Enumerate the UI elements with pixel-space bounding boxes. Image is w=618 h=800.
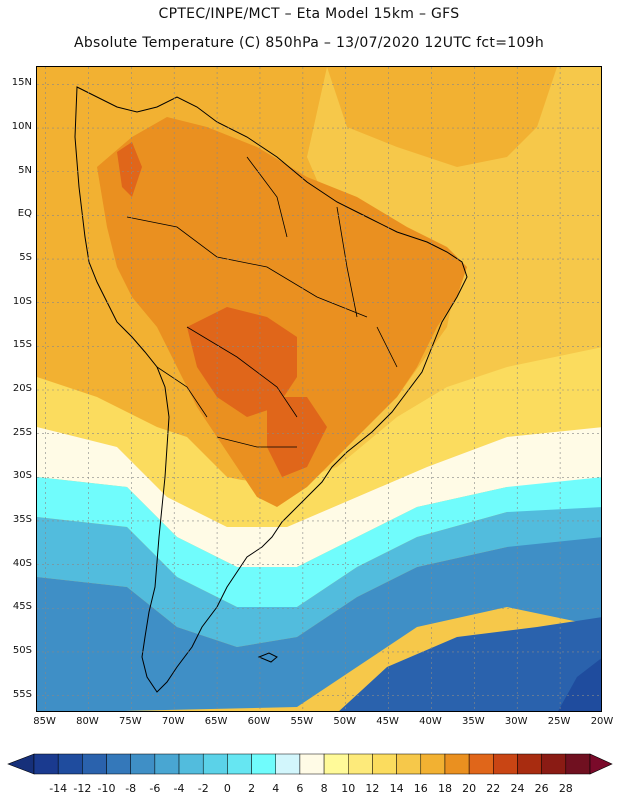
latitude-label: 5N bbox=[18, 164, 32, 176]
colorbar-swatch bbox=[348, 753, 373, 775]
band-8 bbox=[37, 427, 601, 567]
colorbar-over-arrow bbox=[589, 753, 613, 775]
colorbar-label: -8 bbox=[125, 782, 137, 795]
colorbar-label: 20 bbox=[462, 782, 477, 795]
colorbar-label: 28 bbox=[558, 782, 573, 795]
colorbar-swatch bbox=[493, 753, 518, 775]
latitude-label: 20S bbox=[12, 383, 32, 394]
colorbar-label: 16 bbox=[413, 782, 428, 795]
latitude-label: 35S bbox=[12, 513, 32, 525]
longitude-label: 50W bbox=[333, 716, 357, 727]
colorbar-label: -14 bbox=[49, 782, 68, 795]
longitude-label: 85W bbox=[33, 716, 56, 727]
longitude-label: 35W bbox=[462, 716, 485, 727]
chart-subtitle: Absolute Temperature (C) 850hPa – 13/07/… bbox=[73, 35, 545, 51]
colorbar-swatch bbox=[275, 753, 301, 775]
colorbar-swatch bbox=[82, 753, 107, 775]
latitude-label: 5S bbox=[19, 252, 32, 264]
colorbar-label: -12 bbox=[73, 782, 92, 795]
band-0 bbox=[37, 507, 601, 647]
colorbar-swatch bbox=[517, 753, 542, 775]
band-4 bbox=[37, 477, 601, 607]
latitude-label: 45S bbox=[12, 601, 32, 613]
latitude-label: 30S bbox=[12, 470, 32, 482]
colorbar-swatch bbox=[323, 753, 349, 775]
colorbar-label: 8 bbox=[320, 782, 328, 795]
colorbar-swatch bbox=[178, 753, 204, 775]
map-panel bbox=[36, 66, 602, 712]
colorbar-label: 26 bbox=[534, 782, 549, 795]
colorbar-swatch bbox=[565, 753, 591, 775]
longitude-label: 30W bbox=[504, 716, 528, 727]
longitude-label: 60W bbox=[247, 716, 271, 727]
colorbar-label: 2 bbox=[248, 782, 256, 795]
colorbar-swatch bbox=[372, 753, 397, 775]
land-warm-region bbox=[97, 117, 467, 507]
longitude-label: 45W bbox=[376, 716, 399, 727]
band-minus14 bbox=[558, 658, 601, 711]
band-18-north bbox=[327, 67, 557, 167]
colorbar-swatch bbox=[33, 753, 59, 775]
coastline-south-america bbox=[74, 86, 468, 693]
colorbar-label: -2 bbox=[197, 782, 209, 795]
colorbar-swatch bbox=[444, 753, 470, 775]
land-hot-andes bbox=[117, 142, 142, 197]
latitude-label: 15S bbox=[12, 339, 32, 351]
colorbar-label: 24 bbox=[510, 782, 525, 795]
colorbar-swatch bbox=[541, 753, 567, 775]
longitude-label: 40W bbox=[419, 716, 442, 727]
colorbar-label: 6 bbox=[296, 782, 304, 795]
longitude-label: 20W bbox=[590, 716, 614, 727]
longitude-label: 65W bbox=[204, 716, 228, 727]
latitude-label: EQ bbox=[17, 208, 32, 220]
latitude-label: 55S bbox=[12, 688, 32, 700]
band-minus10 bbox=[339, 617, 601, 711]
colorbar-swatch bbox=[154, 753, 180, 775]
colorbar-swatch bbox=[57, 753, 83, 775]
colorbar-swatch bbox=[130, 753, 156, 775]
colorbar-label: -10 bbox=[97, 782, 116, 795]
latitude-label: 10N bbox=[11, 121, 32, 133]
latitude-label: 50S bbox=[12, 644, 32, 656]
colorbar-label: 0 bbox=[223, 782, 231, 795]
colorbar-label: 18 bbox=[437, 782, 452, 795]
colorbar-label: 22 bbox=[486, 782, 501, 795]
longitude-label: 70W bbox=[161, 716, 185, 727]
colorbar-swatch bbox=[227, 753, 252, 775]
colorbar-label: -6 bbox=[149, 782, 161, 795]
longitude-label: 55W bbox=[290, 716, 314, 727]
land-hot-south bbox=[267, 397, 327, 477]
colorbar-swatch bbox=[420, 753, 446, 775]
latitude-label: 25S bbox=[12, 426, 32, 438]
falkland-islands bbox=[257, 652, 278, 663]
longitude-label: 80W bbox=[76, 716, 99, 727]
colorbar-label: -4 bbox=[173, 782, 185, 795]
latitude-label: 15N bbox=[11, 77, 32, 89]
temperature-field bbox=[37, 67, 601, 711]
colorbar-swatch bbox=[106, 753, 131, 775]
band-minus4 bbox=[37, 537, 601, 711]
chart-title: CPTEC/INPE/MCT – Eta Model 15km – GFS bbox=[158, 6, 460, 22]
longitude-label: 25W bbox=[547, 716, 571, 727]
colorbar-swatch bbox=[396, 753, 422, 775]
country-borders bbox=[126, 156, 398, 448]
colorbar-under-arrow bbox=[7, 753, 35, 775]
colorbar-label: 14 bbox=[389, 782, 404, 795]
colorbar-swatch bbox=[299, 753, 325, 775]
colorbar-swatch bbox=[251, 753, 276, 775]
colorbar-label: 10 bbox=[341, 782, 356, 795]
latitude-label: 10S bbox=[12, 295, 32, 307]
longitude-label: 75W bbox=[119, 716, 142, 727]
colorbar-swatch bbox=[468, 753, 494, 775]
colorbar-label: 4 bbox=[272, 782, 280, 795]
land-hot-region bbox=[187, 307, 297, 417]
colorbar bbox=[7, 753, 613, 775]
latitude-label: 40S bbox=[12, 557, 32, 569]
colorbar-swatch bbox=[202, 753, 228, 775]
band-12 bbox=[37, 347, 601, 527]
colorbar-label: 12 bbox=[365, 782, 380, 795]
